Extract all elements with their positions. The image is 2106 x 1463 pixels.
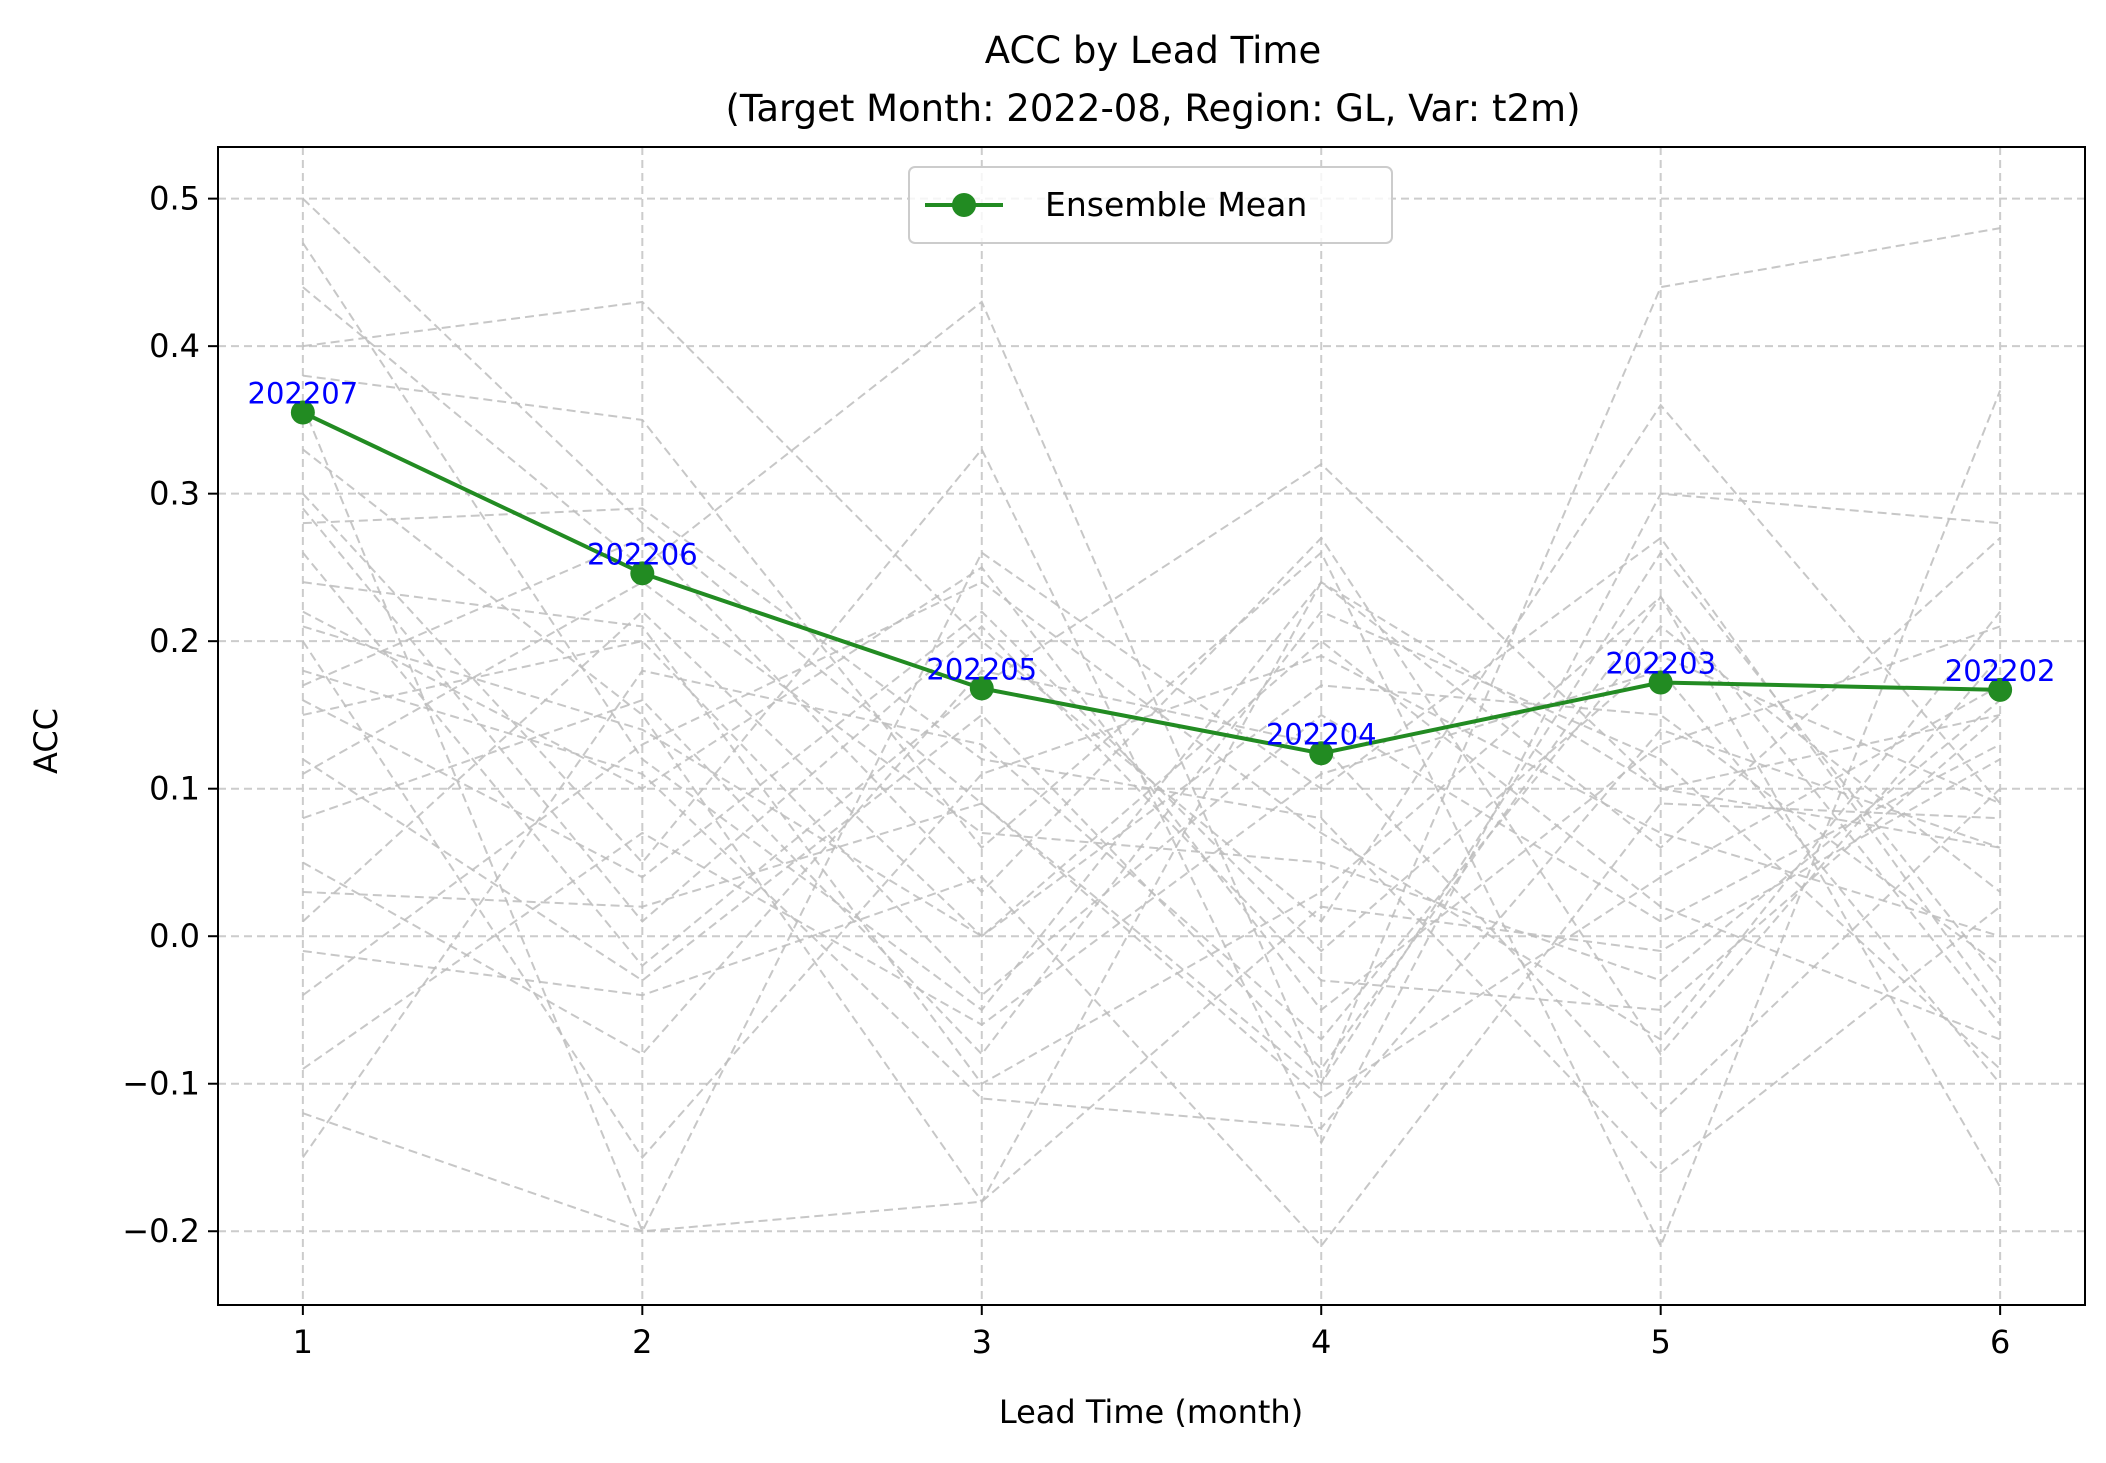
ensemble-mean-point: [1648, 670, 1673, 695]
y-tick-label: 0.5: [149, 180, 200, 218]
member-line: [301, 404, 2001, 1234]
chart-title: ACC by Lead Time: [985, 29, 1321, 72]
y-tick-label: 0.4: [149, 327, 200, 365]
member-line: [302, 669, 2001, 1085]
point-label: 202204: [1266, 717, 1377, 751]
point-label: 202203: [1605, 646, 1716, 680]
x-tick-label: 5: [1651, 1323, 1671, 1361]
ensemble-mean-point: [1988, 677, 2013, 702]
member-line: [302, 447, 2001, 1145]
x-tick-label: 6: [1990, 1323, 2010, 1361]
x-tick-label: 2: [632, 1323, 652, 1361]
y-axis-label: ACC: [27, 708, 65, 774]
member-line: [302, 580, 2001, 982]
ensemble-mean-point: [290, 400, 315, 425]
member-line: [302, 536, 2001, 1056]
member-line: [302, 507, 2001, 1012]
x-tick-label: 3: [972, 1323, 992, 1361]
member-line: [302, 802, 2001, 1248]
member-line: [302, 684, 2001, 1100]
member-line: [302, 610, 2001, 1070]
member-lines-layer: [301, 197, 2002, 1249]
point-label: 202207: [248, 377, 359, 411]
point-label: 202205: [926, 652, 1037, 686]
legend-box: [908, 166, 1393, 244]
y-tick-label: −0.2: [122, 1212, 200, 1250]
member-line: [302, 566, 2001, 1012]
member-line: [302, 758, 2001, 1233]
ensemble-mean-layer: [290, 400, 2013, 766]
x-axis-label: Lead Time (month): [999, 1393, 1303, 1431]
member-line: [302, 462, 2001, 968]
ensemble-mean-point: [969, 676, 994, 701]
member-line: [302, 581, 2002, 1188]
legend-label-ensemble-mean: Ensemble Mean: [1045, 185, 1307, 224]
y-tick-label: 0.1: [149, 770, 200, 808]
point-label: 202206: [587, 537, 698, 571]
y-tick-label: −0.1: [122, 1065, 200, 1103]
chart-subtitle: (Target Month: 2022-08, Region: GL, Var:…: [725, 87, 1580, 130]
member-line: [302, 625, 2001, 1159]
ensemble-mean-point: [1309, 741, 1334, 766]
member-line: [302, 581, 2001, 1041]
y-tick-label: 0.2: [149, 622, 200, 660]
member-line: [302, 507, 2001, 1174]
plot-frame: [217, 146, 2086, 1306]
x-tick-label: 4: [1311, 1323, 1331, 1361]
member-line: [302, 374, 2002, 1249]
member-line: [302, 669, 2001, 1115]
y-axis-ticks: −0.2 −0.1 0.0 0.1 0.2 0.3 0.4 0.5: [122, 180, 218, 1250]
y-tick-label: 0.0: [149, 917, 200, 955]
member-line: [302, 669, 2001, 1130]
x-tick-label: 1: [293, 1323, 313, 1361]
member-line: [302, 227, 2001, 1087]
member-line: [302, 640, 2001, 1160]
member-line: [302, 610, 2001, 967]
member-line: [302, 610, 2001, 953]
ensemble-mean-line: [302, 410, 2001, 756]
member-line: [302, 640, 2001, 997]
x-axis-ticks: 1 2 3 4 5 6: [293, 1305, 2010, 1361]
member-line: [302, 625, 2001, 1041]
legend-marker-swatch: [952, 193, 976, 217]
y-tick-label: 0.3: [149, 475, 200, 513]
point-labels-layer: 202207 202206 202205 202204 202203 202202: [248, 377, 2056, 752]
point-label: 202202: [1945, 654, 2056, 688]
ensemble-mean-point: [630, 561, 655, 586]
legend: Ensemble Mean: [908, 166, 1393, 244]
